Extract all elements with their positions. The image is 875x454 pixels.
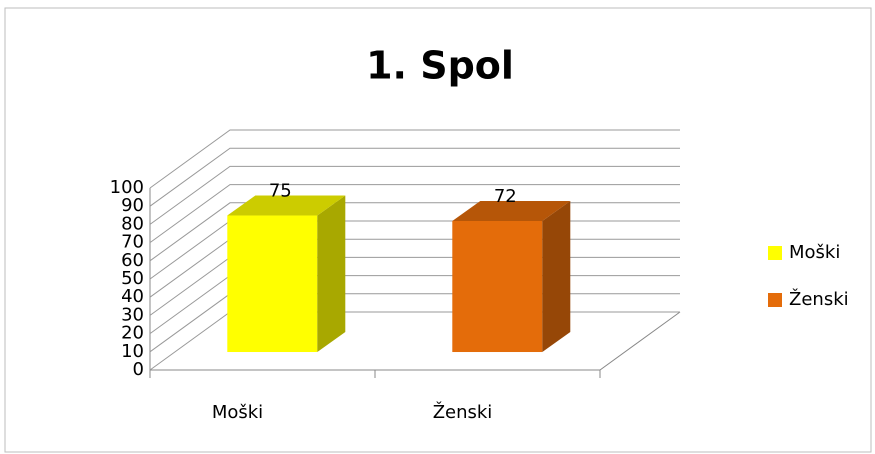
y-tick-label: 70 xyxy=(121,232,144,253)
data-label: 75 xyxy=(269,181,292,202)
y-tick-label: 0 xyxy=(133,359,144,380)
legend-swatch xyxy=(768,293,782,307)
bar-top xyxy=(452,200,571,221)
bar xyxy=(227,215,318,353)
y-tick-label: 90 xyxy=(121,195,144,216)
bar xyxy=(452,220,543,353)
bar-side xyxy=(542,200,571,353)
grid-line xyxy=(149,184,680,244)
y-tick-label: 20 xyxy=(121,323,144,344)
legend-label: Ženski xyxy=(789,288,849,310)
y-tick-label: 30 xyxy=(121,304,144,325)
grid-line xyxy=(149,129,680,189)
y-tick-label: 10 xyxy=(121,341,144,362)
x-tick-label: Ženski xyxy=(433,401,493,423)
y-tick-label: 80 xyxy=(121,213,144,234)
chart-border xyxy=(4,7,872,453)
bar-side xyxy=(317,195,346,353)
y-tick-label: 100 xyxy=(110,177,144,198)
grid-line xyxy=(149,165,680,225)
data-label: 72 xyxy=(494,186,517,207)
y-tick-label: 60 xyxy=(121,250,144,271)
x-tick-label: Moški xyxy=(212,402,263,423)
legend-label: Moški xyxy=(789,242,840,263)
chart-title: 1. Spol xyxy=(366,44,514,88)
legend-swatch xyxy=(768,246,782,260)
grid-line xyxy=(149,147,680,207)
bar-top xyxy=(227,195,346,216)
y-tick-label: 40 xyxy=(121,286,144,307)
y-tick-label: 50 xyxy=(121,268,144,289)
